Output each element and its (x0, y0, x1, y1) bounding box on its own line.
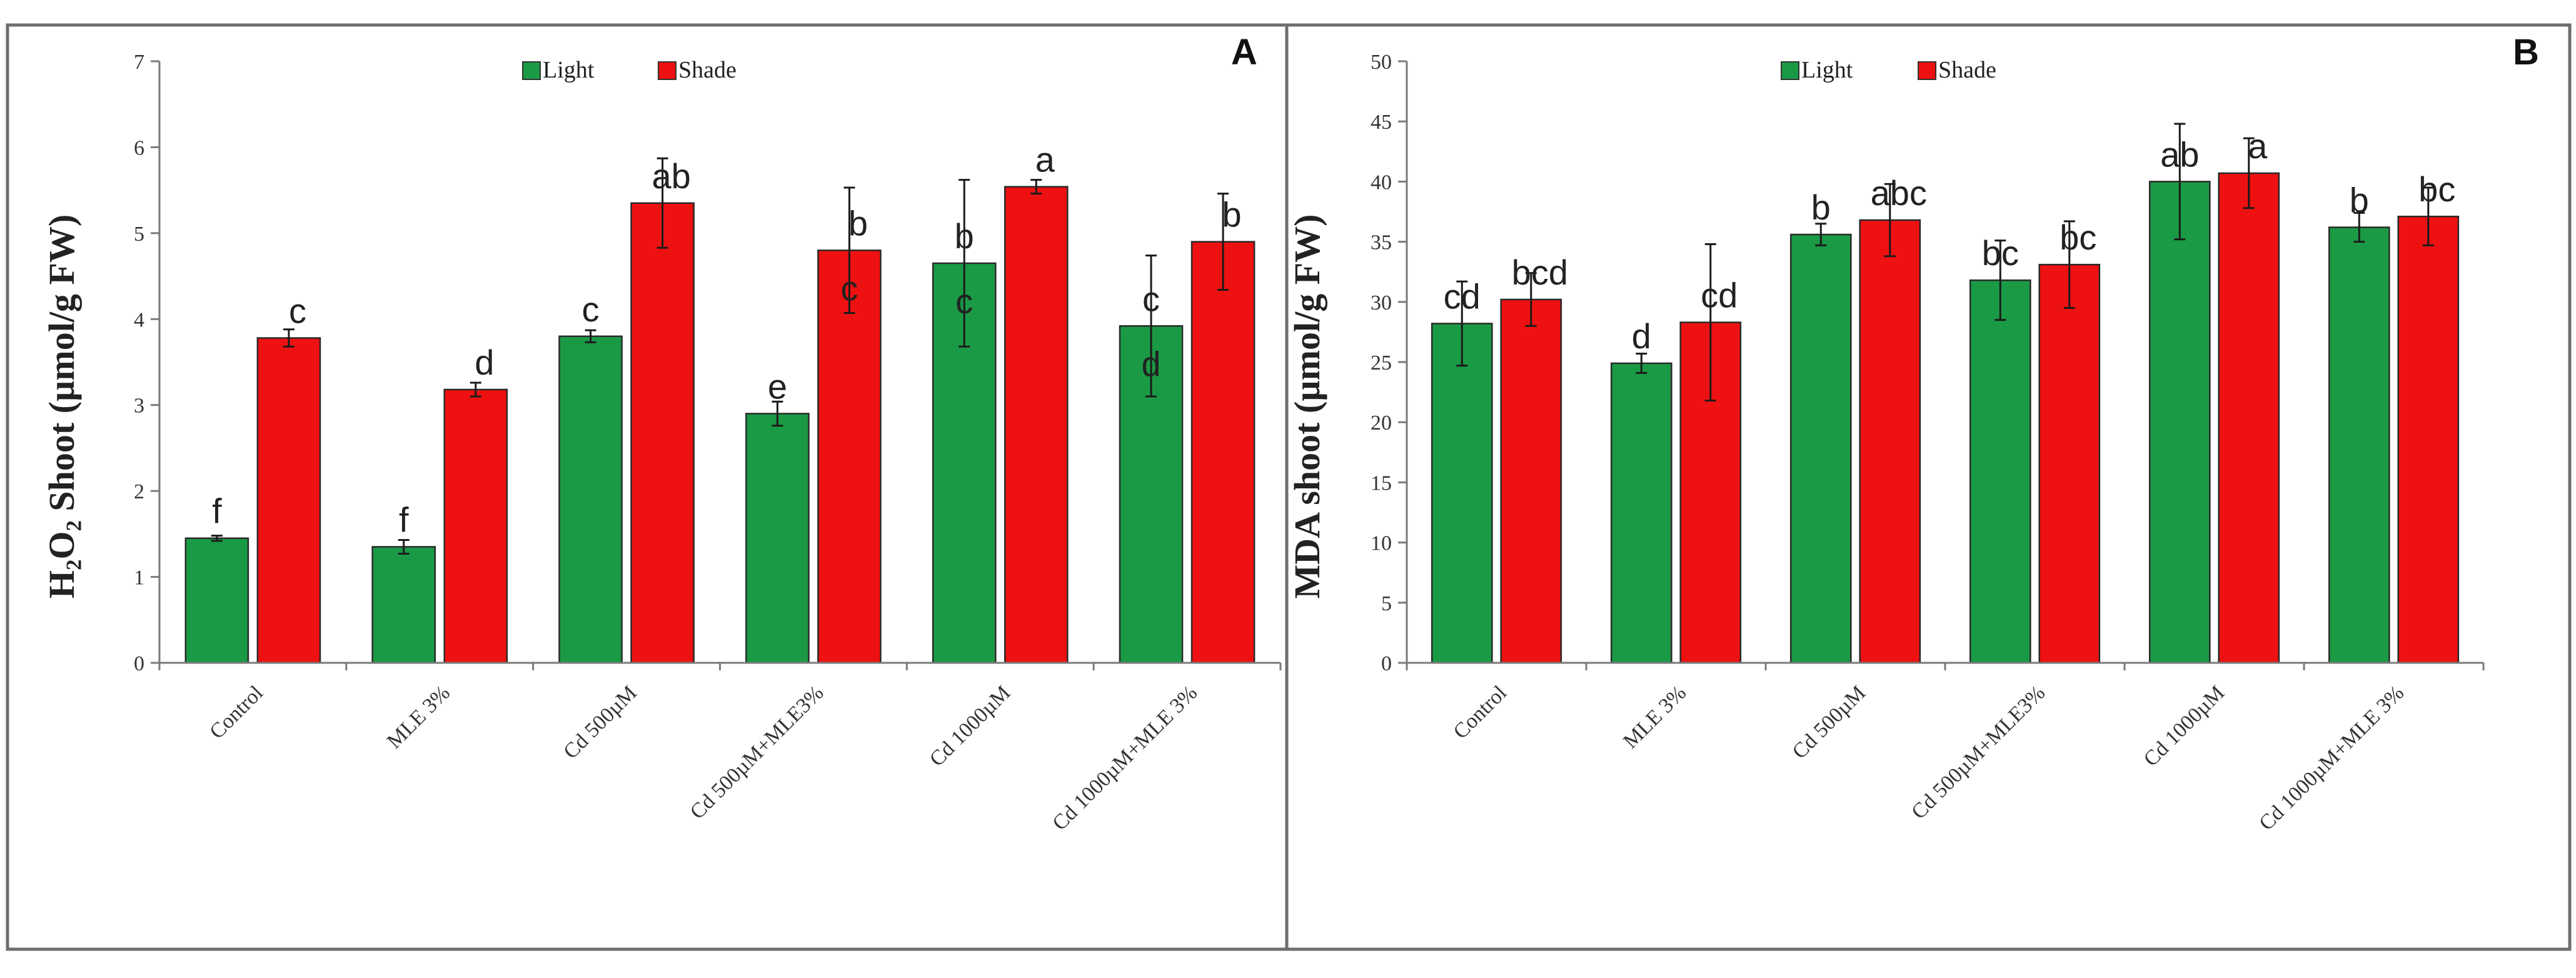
panel-b-y-ticks: 0 5 10 15 20 25 30 35 40 45 50 (1371, 51, 1407, 675)
y-tick-label: 0 (134, 652, 144, 675)
panel-a-axes (158, 61, 1282, 670)
legend-light-swatch (1781, 61, 1799, 80)
bar-shade (443, 388, 508, 664)
bar-shade (2038, 263, 2101, 664)
figure-frame (6, 23, 2572, 951)
bar-light (745, 413, 810, 664)
significance-label: abc (1871, 173, 1927, 213)
bar-shade (1004, 186, 1069, 664)
y-tick-label: 15 (1371, 471, 1392, 495)
bar-shade (817, 250, 882, 664)
y-tick-label: 25 (1371, 351, 1392, 375)
bar-shade (1190, 241, 1255, 664)
legend-shade-swatch (658, 61, 677, 80)
panel-b-legend: Light Shade (1781, 57, 1996, 83)
panel-a-y-axis-label: H₂O₂ Shoot (µmol/g FW) (41, 214, 82, 598)
y-tick-label: 45 (1371, 111, 1392, 134)
significance-label: d (1632, 316, 1651, 356)
legend-light-swatch (522, 61, 541, 80)
significance-label: d (475, 343, 494, 382)
bar-shade (256, 337, 321, 664)
y-tick-label: 0 (1381, 652, 1392, 675)
panel-b-bars (1431, 123, 2460, 664)
bar-light (1431, 323, 1493, 664)
significance-label: b (955, 216, 974, 256)
panel-a-letter: A (1231, 32, 1257, 73)
significance-label: f (399, 500, 409, 539)
bar-light (1610, 362, 1673, 664)
bar-shade (2218, 172, 2280, 664)
significance-label: bc (1982, 233, 2019, 273)
y-tick-label: 30 (1371, 291, 1392, 315)
y-tick-label: 6 (134, 136, 144, 159)
significance-label: e (768, 366, 787, 406)
bar-light (1969, 279, 2031, 664)
significance-label-inner: d (1141, 344, 1160, 383)
significance-label: b (848, 203, 868, 243)
bar-light (184, 537, 249, 664)
panel-a-bars (184, 157, 1255, 664)
significance-label: bcd (1512, 253, 1568, 292)
legend-light-label: Light (1801, 57, 1853, 83)
significance-label: ab (652, 156, 690, 196)
panel-b-y-axis-label: MDA shoot (µmol/g FW) (1287, 214, 1327, 599)
legend-shade-label: Shade (1938, 57, 1996, 83)
significance-label: a (1035, 140, 1055, 179)
panel-a-y-ticks: 0 1 2 3 4 5 6 7 (134, 51, 159, 675)
y-tick-label: 5 (1381, 592, 1392, 615)
significance-label-inner: c (955, 281, 973, 321)
bar-shade (630, 202, 695, 664)
y-tick-label: 20 (1371, 411, 1392, 435)
y-tick-label: 4 (134, 308, 144, 331)
significance-label: bc (2060, 218, 2096, 257)
significance-label: a (2248, 126, 2268, 166)
significance-label: b (1811, 188, 1831, 227)
significance-label: c (582, 290, 600, 329)
bar-shade (1500, 298, 1562, 664)
y-tick-label: 1 (134, 567, 144, 590)
legend-shade-label: Shade (678, 57, 737, 83)
y-tick-label: 10 (1371, 532, 1392, 555)
y-tick-label: 50 (1371, 51, 1392, 74)
y-tick-label: 2 (134, 480, 144, 503)
legend-shade-swatch (1918, 61, 1936, 80)
significance-label: bc (2418, 169, 2455, 209)
panel-a-legend: Light Shade (522, 57, 737, 83)
bar-light (1789, 233, 1852, 664)
significance-label: b (1222, 195, 1242, 234)
significance-label: ab (2160, 134, 2199, 174)
bar-light (558, 335, 623, 664)
significance-label: c (289, 291, 306, 331)
panel-b-letter: B (2513, 32, 2539, 73)
y-tick-label: 35 (1371, 231, 1392, 255)
bar-light (2148, 181, 2211, 664)
significance-label: b (2350, 181, 2369, 220)
y-tick-label: 40 (1371, 171, 1392, 194)
bar-light (371, 546, 436, 664)
y-tick-label: 3 (134, 395, 144, 418)
significance-label: f (212, 492, 222, 531)
significance-label: cd (1444, 276, 1481, 316)
bar-shade (1859, 219, 1921, 664)
bar-shade (2397, 215, 2460, 664)
bar-light (2328, 226, 2390, 664)
y-tick-label: 5 (134, 223, 144, 246)
y-tick-label: 7 (134, 51, 144, 74)
significance-label: cd (1701, 276, 1738, 315)
legend-light-label: Light (543, 57, 595, 83)
significance-label: c (1142, 279, 1160, 318)
significance-label-inner: c (840, 268, 858, 308)
